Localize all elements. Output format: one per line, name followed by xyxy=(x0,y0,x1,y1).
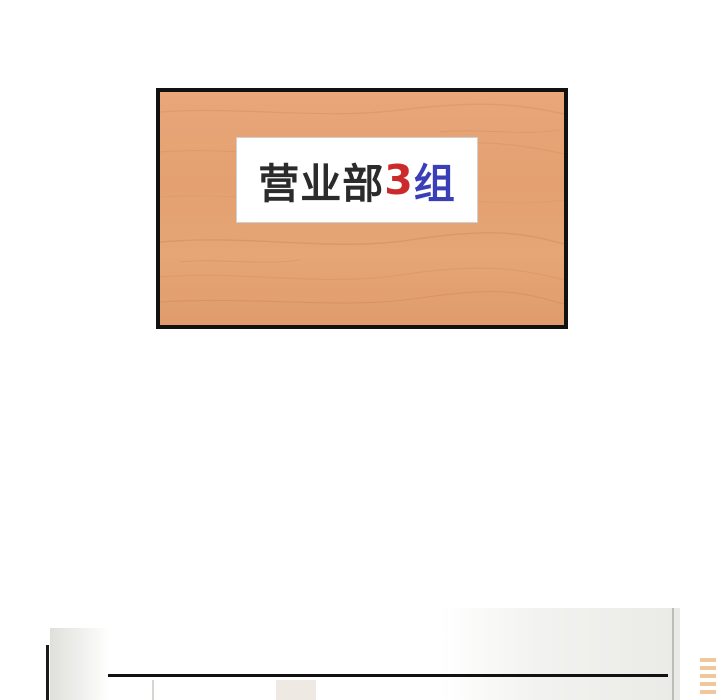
watermark-fragment-icon xyxy=(700,658,716,694)
sign-text-group: 组 xyxy=(413,160,456,208)
next-panel-fade-right xyxy=(440,608,680,700)
sign-text-number: 3 xyxy=(384,156,414,204)
department-sign: 营业部 3 组 xyxy=(236,137,478,223)
next-panel-shape-1 xyxy=(152,680,154,700)
panel-edge-line-left xyxy=(46,645,49,700)
sign-text-department: 营业部 xyxy=(258,160,385,208)
next-panel-shape-2 xyxy=(276,680,316,700)
panel-edge-line-right xyxy=(672,608,674,700)
next-panel-fade-left xyxy=(50,628,110,700)
panel-edge-line-top xyxy=(108,674,668,677)
comic-panel-wood-door: 营业部 3 组 xyxy=(156,88,568,329)
